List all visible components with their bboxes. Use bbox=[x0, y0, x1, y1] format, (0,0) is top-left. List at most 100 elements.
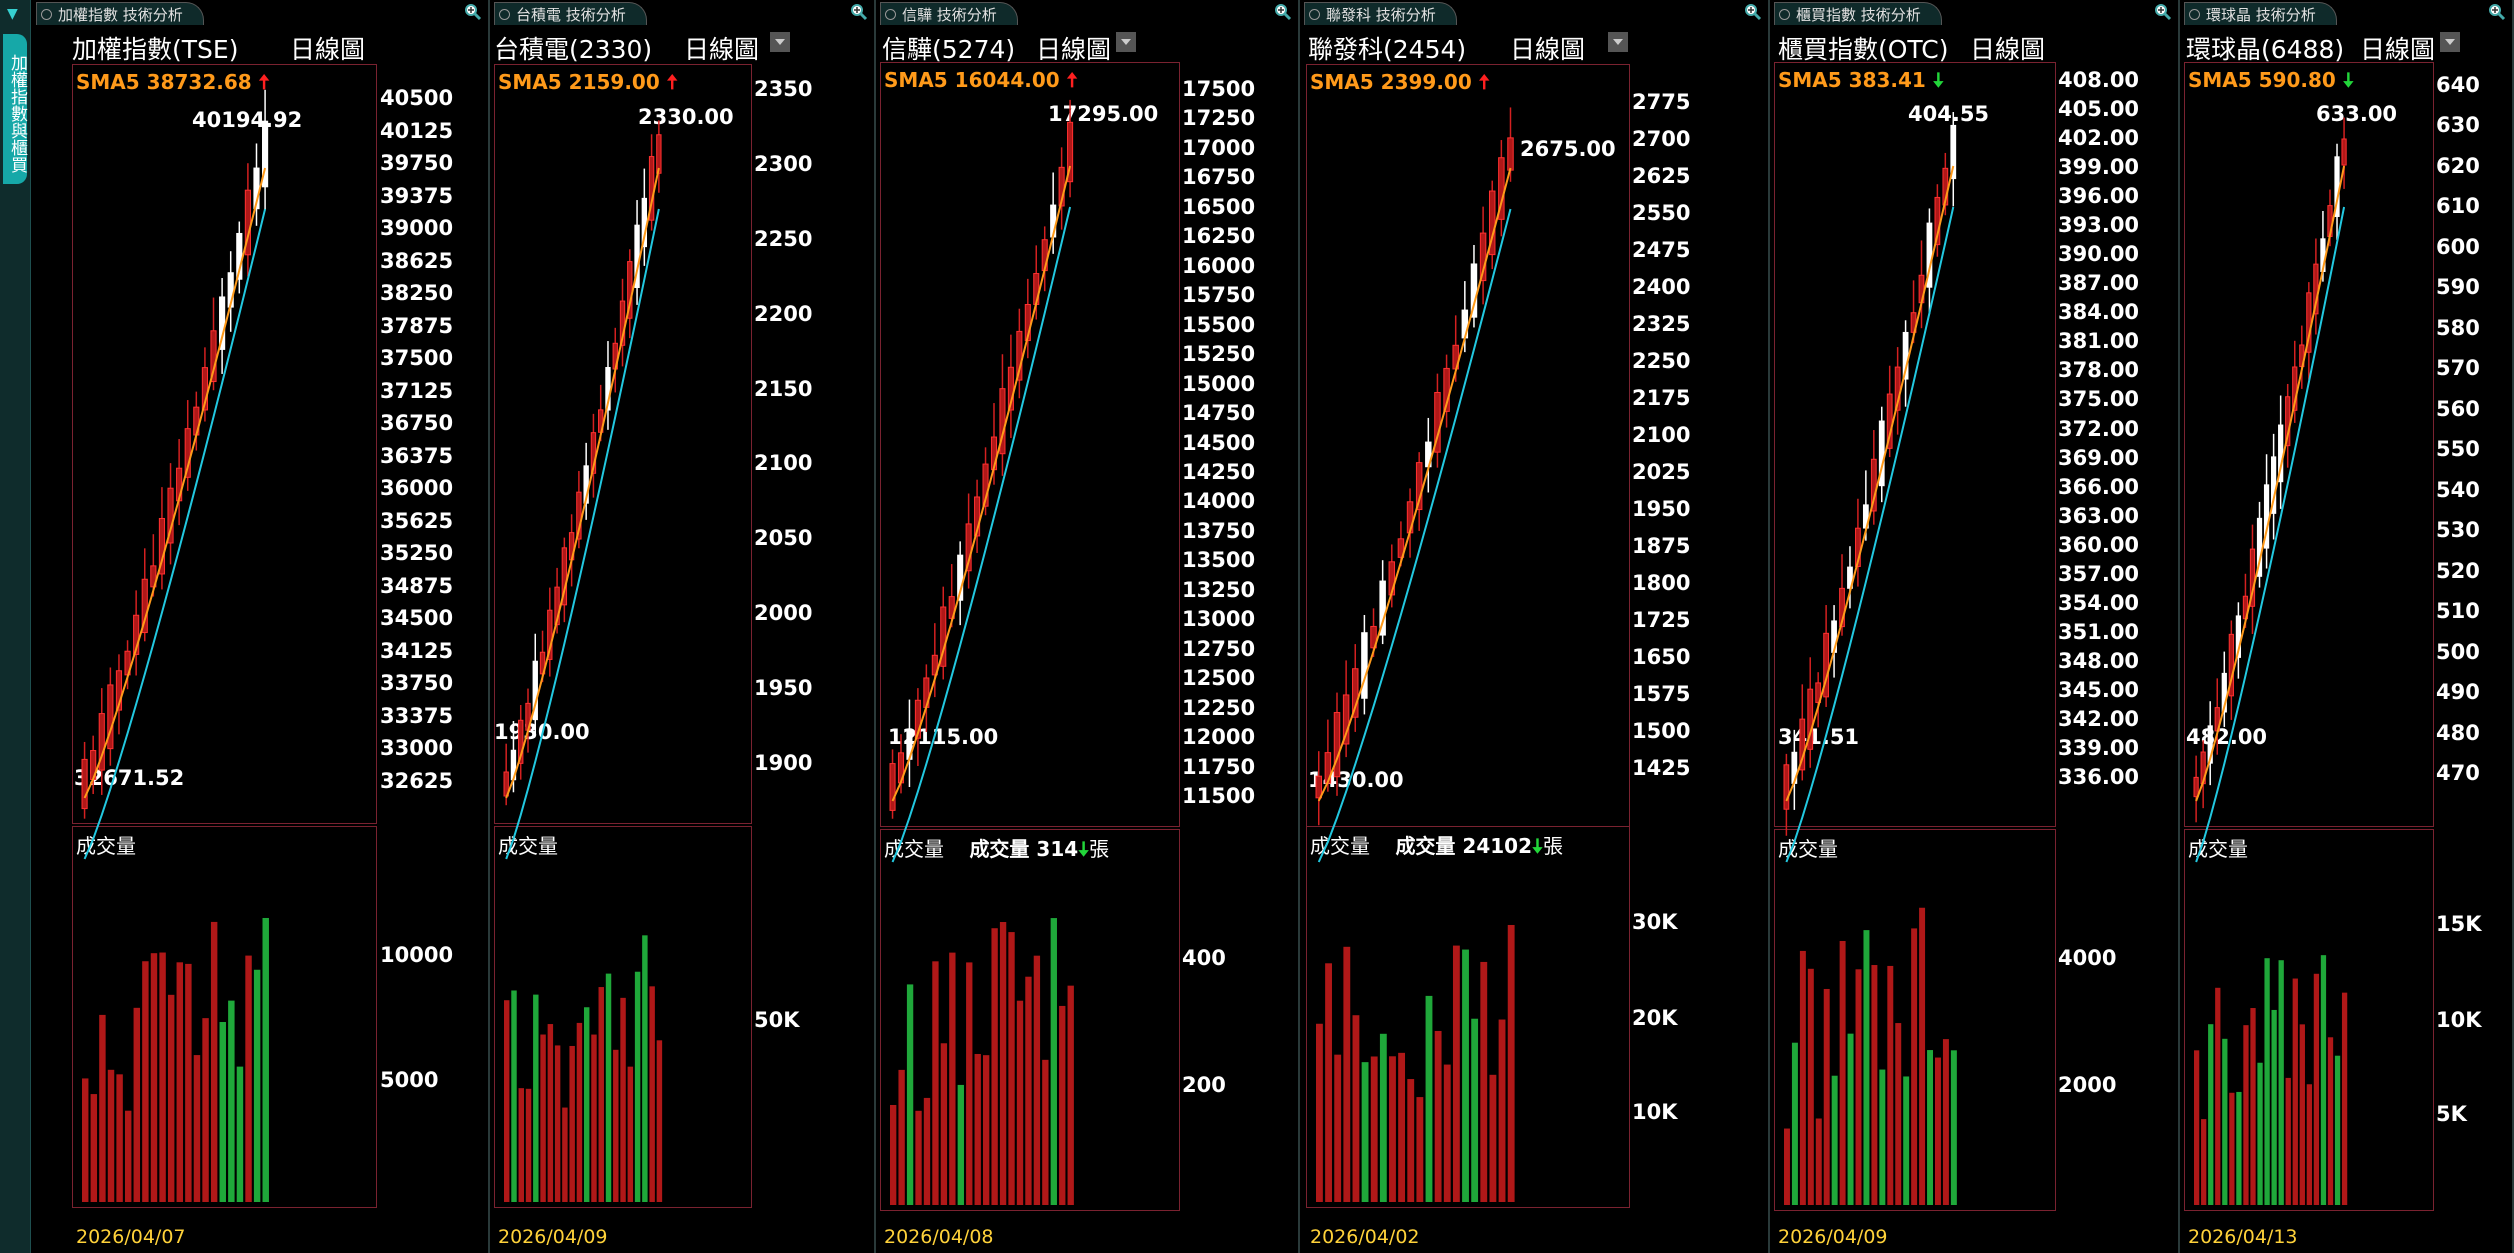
price-chart[interactable] bbox=[1774, 62, 2056, 827]
volume-bar bbox=[649, 986, 655, 1202]
price-axis-tick: 36375 bbox=[380, 443, 454, 468]
period-dropdown-icon[interactable] bbox=[2440, 32, 2460, 52]
volume-bar bbox=[583, 1007, 590, 1202]
volume-bar bbox=[150, 953, 158, 1202]
price-axis-tick: 480 bbox=[2436, 720, 2480, 745]
panel-tab[interactable]: 加權指數 技術分析 bbox=[36, 2, 204, 25]
price-axis-tick: 590 bbox=[2436, 275, 2480, 300]
panel-tab[interactable]: 環球晶 技術分析 bbox=[2184, 2, 2337, 25]
period-label[interactable]: 日線圖 bbox=[290, 35, 366, 64]
price-chart[interactable] bbox=[72, 64, 377, 824]
price-axis-tick: 2625 bbox=[1632, 164, 1691, 188]
candle bbox=[974, 496, 981, 537]
zoom-icon[interactable] bbox=[1744, 3, 1762, 21]
price-axis-tick: 540 bbox=[2436, 477, 2480, 502]
price-axis-tick: 396.00 bbox=[2058, 184, 2140, 209]
volume-chart[interactable] bbox=[72, 826, 377, 1208]
candle bbox=[1007, 366, 1014, 411]
volume-bar bbox=[923, 1097, 931, 1205]
price-axis-tick: 600 bbox=[2436, 234, 2480, 259]
arrow-up-icon: 🠅 bbox=[1478, 70, 1490, 94]
period-dropdown-icon[interactable] bbox=[1608, 32, 1628, 52]
panel-tab[interactable]: 櫃買指數 技術分析 bbox=[1774, 2, 1942, 25]
volume-chart[interactable] bbox=[1774, 829, 2056, 1211]
panel-tab[interactable]: 台積電 技術分析 bbox=[494, 2, 647, 25]
volume-bar bbox=[2222, 1038, 2228, 1205]
candle bbox=[2341, 138, 2347, 166]
volume-chart[interactable] bbox=[1306, 826, 1630, 1208]
panel-tab[interactable]: 聯發科 技術分析 bbox=[1304, 2, 1457, 25]
volume-bar bbox=[554, 1045, 561, 1202]
sidebar-tab[interactable]: 加權指數與櫃買 bbox=[3, 34, 27, 184]
volume-bar bbox=[1919, 907, 1926, 1205]
price-axis-tick: 348.00 bbox=[2058, 648, 2140, 673]
volume-bar bbox=[613, 1049, 619, 1202]
candle bbox=[81, 758, 88, 810]
volume-bar bbox=[1887, 965, 1894, 1205]
panel-tab[interactable]: 信驊 技術分析 bbox=[880, 2, 1018, 25]
side-panel: ▼ 加權指數與櫃買 bbox=[0, 0, 31, 1253]
price-axis-tick: 610 bbox=[2436, 194, 2480, 219]
volume-bar bbox=[1489, 1074, 1497, 1202]
period-label[interactable]: 日線圖 bbox=[684, 35, 760, 64]
price-axis-tick: 393.00 bbox=[2058, 213, 2140, 238]
period-dropdown-icon[interactable] bbox=[1116, 32, 1136, 52]
price-axis-tick: 15000 bbox=[1182, 371, 1256, 396]
volume-bar bbox=[1855, 969, 1862, 1205]
candle bbox=[957, 554, 964, 601]
zoom-icon[interactable] bbox=[850, 3, 868, 21]
volume-bar bbox=[1863, 930, 1870, 1205]
chart-panel-4: 櫃買指數 技術分析 櫃買指數(OTC) 日線圖 SMA5 383.41 🠇 40… bbox=[1770, 0, 2180, 1253]
price-axis-tick: 33000 bbox=[380, 736, 454, 761]
volume-bar bbox=[533, 994, 539, 1202]
period-label[interactable]: 日線圖 bbox=[1510, 35, 1586, 64]
volume-bar bbox=[193, 1055, 201, 1202]
volume-bar bbox=[2327, 1037, 2334, 1205]
date-label: 2026/04/09 bbox=[1778, 1226, 1888, 1248]
ma20-line bbox=[1785, 206, 1955, 863]
stock-title: 加權指數(TSE) bbox=[72, 35, 239, 64]
candle bbox=[1855, 527, 1861, 567]
zoom-icon[interactable] bbox=[2154, 3, 2172, 21]
price-axis-tick: 2325 bbox=[1632, 312, 1691, 336]
price-chart[interactable] bbox=[2184, 62, 2434, 827]
zoom-icon[interactable] bbox=[464, 3, 482, 21]
period-label[interactable]: 日線圖 bbox=[1970, 35, 2046, 64]
candle bbox=[2235, 615, 2242, 658]
period-label[interactable]: 日線圖 bbox=[2360, 35, 2436, 64]
volume-bar bbox=[1352, 1015, 1360, 1202]
high-price-label: 2330.00 bbox=[638, 105, 734, 129]
zoom-icon[interactable] bbox=[2488, 3, 2506, 21]
price-chart[interactable] bbox=[880, 62, 1180, 827]
zoom-icon[interactable] bbox=[1274, 3, 1292, 21]
candle bbox=[1333, 712, 1341, 778]
ma5-line bbox=[1317, 167, 1512, 802]
volume-bar bbox=[1379, 1033, 1387, 1202]
collapse-icon[interactable]: ▼ bbox=[7, 6, 18, 22]
ma20-line bbox=[83, 208, 267, 860]
period-label[interactable]: 日線圖 bbox=[1036, 35, 1112, 64]
volume-axis-tick: 2000 bbox=[2058, 1073, 2117, 1097]
volume-chart[interactable] bbox=[880, 829, 1180, 1211]
price-axis-tick: 1950 bbox=[1632, 497, 1691, 521]
volume-bar bbox=[999, 922, 1007, 1205]
volume-bar bbox=[576, 1022, 583, 1202]
period-dropdown-icon[interactable] bbox=[770, 32, 790, 52]
candle bbox=[210, 330, 217, 383]
volume-chart[interactable] bbox=[2184, 829, 2434, 1211]
volume-bar bbox=[236, 1066, 244, 1202]
price-axis-tick: 2400 bbox=[1632, 275, 1691, 299]
price-axis-tick: 402.00 bbox=[2058, 126, 2140, 151]
volume-bar bbox=[898, 1069, 905, 1205]
volume-bar bbox=[2306, 1084, 2313, 1205]
price-chart[interactable] bbox=[494, 64, 752, 824]
volume-chart[interactable] bbox=[494, 826, 752, 1208]
panel-tab-label: 信驊 技術分析 bbox=[902, 5, 997, 24]
candle bbox=[1870, 458, 1877, 512]
price-axis-tick: 15500 bbox=[1182, 312, 1256, 337]
volume-bar bbox=[1784, 1128, 1790, 1205]
volume-bar bbox=[1839, 940, 1846, 1205]
volume-bar bbox=[620, 997, 626, 1202]
sma5-label: SMA5 38732.68 🠅 bbox=[76, 68, 270, 102]
volume-bar bbox=[2201, 1119, 2207, 1205]
